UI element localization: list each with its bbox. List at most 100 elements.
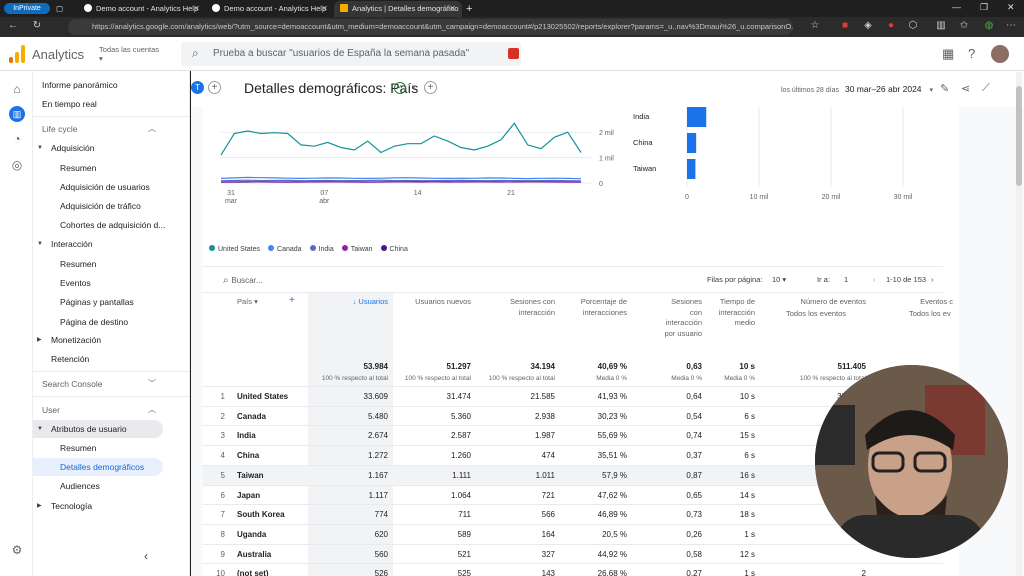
column-header[interactable]: Porcentaje de interacciones — [567, 297, 627, 318]
nav-atributos[interactable]: ▼ Atributos de usuario — [33, 420, 163, 438]
minimize-icon[interactable]: — — [952, 2, 961, 12]
column-header[interactable]: Eventos c — [893, 297, 953, 308]
settings-gear-icon[interactable]: ⚙ — [11, 543, 23, 557]
country-cell[interactable]: China — [237, 451, 260, 461]
add-icon[interactable]: + — [424, 81, 437, 94]
favorites-icon[interactable]: ✩ — [959, 20, 969, 31]
table-row[interactable]: 10 (not set) 526 525 143 26,68 % 0,27 1 s 2 — [203, 563, 943, 576]
tab-3-active[interactable]: Analytics | Detalles demográfico ✕ — [334, 1, 462, 17]
country-cell[interactable]: India — [237, 431, 256, 441]
help-icon[interactable]: ? — [968, 46, 976, 61]
home-icon[interactable]: ⌂ — [13, 82, 21, 96]
country-cell[interactable]: Uganda — [237, 529, 267, 539]
profile-icon[interactable]: ◍ — [984, 20, 994, 31]
column-header[interactable]: Tiempo de interacción medio — [710, 297, 755, 329]
scrollbar-track[interactable] — [1016, 72, 1022, 576]
nav-retencion[interactable]: Retención — [51, 354, 90, 364]
table-row[interactable]: 8 Uganda 620 589 164 20,5 % 0,26 1 s — [203, 523, 943, 544]
dropdown-arrow-icon[interactable]: ▾ — [412, 84, 416, 91]
table-row[interactable]: 9 Australia 560 521 327 44,92 % 0,58 12 s — [203, 543, 943, 564]
restore-icon[interactable]: ❐ — [980, 2, 989, 12]
rows-per-page-select[interactable]: 10 ▾ — [772, 275, 787, 284]
column-header[interactable]: Número de eventos — [786, 297, 866, 308]
table-row[interactable]: 6 Japan 1.117 1.064 721 47,62 % 0,65 14 s — [203, 484, 943, 505]
nav-int-resumen[interactable]: Resumen — [60, 259, 97, 269]
section-user[interactable]: User ︿ — [33, 401, 190, 419]
split-screen-icon[interactable]: ▥ — [936, 20, 946, 31]
legend-item[interactable]: China — [380, 245, 408, 253]
goto-input[interactable]: 1 — [844, 275, 849, 284]
tab-1[interactable]: Demo account - Analytics Help ✕ — [78, 1, 206, 17]
country-cell[interactable]: Australia — [237, 549, 272, 559]
date-range-picker[interactable]: los últimos 28 días 30 mar–26 abr 2024 ▾ — [781, 84, 933, 94]
nav-adquisicion[interactable]: ▼ Adquisición — [33, 139, 190, 157]
extension-icon[interactable]: ● — [887, 20, 895, 31]
close-icon[interactable]: ✕ — [193, 4, 200, 13]
table-row[interactable]: 5 Taiwan 1.167 1.111 1.011 57,9 % 0,87 16 s — [203, 464, 943, 485]
dimension-header[interactable]: País ▾ — [237, 297, 258, 306]
close-window-icon[interactable]: ✕ — [1007, 2, 1015, 12]
back-icon[interactable]: ← — [8, 20, 18, 31]
nav-adq-cohortes[interactable]: Cohortes de adquisición d... — [60, 220, 166, 230]
search-bar[interactable]: ⌕ Prueba a buscar "usuarios de España la… — [181, 42, 521, 66]
collapse-sidebar-icon[interactable]: ‹ — [144, 549, 148, 563]
account-selector[interactable]: Todas las cuentas ▾ — [99, 45, 159, 63]
close-icon[interactable]: ✕ — [449, 4, 456, 13]
address-bar[interactable]: https://analytics.google.com/analytics/w… — [68, 19, 793, 35]
nav-tecnologia[interactable]: ▶ Tecnología — [33, 497, 190, 515]
nav-int-eventos[interactable]: Eventos — [60, 278, 91, 288]
country-cell[interactable]: South Korea — [237, 510, 285, 520]
inprivate-badge[interactable]: InPrivate — [4, 3, 50, 14]
country-cell[interactable]: (not set) — [237, 569, 269, 576]
table-row[interactable]: 1 United States 33.609 31.474 21.585 41,93 % 0… — [203, 386, 943, 406]
add-comparison-icon[interactable]: + — [208, 81, 221, 94]
nav-audiences[interactable]: Audiences — [60, 481, 100, 491]
section-search-console[interactable]: Search Console ﹀ — [33, 375, 190, 393]
legend-item[interactable]: Canada — [268, 245, 302, 253]
nav-adq-trafico[interactable]: Adquisición de tráfico — [60, 201, 141, 211]
nav-adq-usuarios[interactable]: Adquisición de usuarios — [60, 182, 150, 192]
table-row[interactable]: 3 India 2.674 2.587 1.987 55,69 % 0,74 15 s — [203, 425, 943, 445]
check-circle-icon[interactable]: ✓ — [394, 82, 406, 94]
event-filter[interactable]: Todos los ev — [909, 309, 959, 320]
advertising-icon[interactable]: ◎ — [11, 158, 23, 172]
event-filter[interactable]: Todos los eventos — [786, 309, 866, 320]
country-cell[interactable]: Canada — [237, 411, 266, 421]
insights-icon[interactable]: ⟋ — [982, 82, 990, 94]
tab-2[interactable]: Demo account - Analytics Help ✕ — [206, 1, 334, 17]
nav-informe-panoramico[interactable]: Informe panorámico — [42, 80, 118, 90]
country-cell[interactable]: Taiwan — [237, 470, 264, 480]
extension-icon[interactable]: ⬡ — [908, 20, 918, 31]
extension-icon[interactable]: ■ — [841, 20, 849, 31]
reload-icon[interactable]: ↻ — [32, 20, 42, 31]
legend-item[interactable]: Taiwan — [341, 245, 373, 253]
nav-tiempo-real[interactable]: En tiempo real — [42, 99, 97, 109]
avatar[interactable] — [991, 45, 1009, 63]
nav-detalles-demograficos[interactable]: Detalles demográficos — [33, 458, 163, 476]
close-icon[interactable]: ✕ — [321, 4, 328, 13]
legend-item[interactable]: United States — [209, 245, 260, 253]
extension-icon[interactable]: ◈ — [864, 20, 872, 31]
more-menu-icon[interactable]: ⋯ — [1006, 20, 1016, 31]
tab-actions-icon[interactable]: ▢ — [56, 4, 64, 13]
table-search[interactable]: ⌕ Buscar... — [223, 275, 263, 286]
table-row[interactable]: 7 South Korea 774 711 566 46,89 % 0,73 18 s — [203, 504, 943, 524]
country-cell[interactable]: Japan — [237, 490, 261, 500]
new-tab-icon[interactable]: + — [466, 3, 473, 15]
nav-int-destino[interactable]: Página de destino — [60, 317, 129, 327]
nav-interaccion[interactable]: ▼ Interacción — [33, 235, 190, 253]
prev-page-icon[interactable]: ‹ — [873, 275, 876, 284]
apps-grid-icon[interactable]: ▦ — [942, 46, 955, 61]
share-icon[interactable]: ⋖ — [961, 83, 971, 95]
section-life-cycle[interactable]: Life cycle ︿ — [33, 120, 190, 138]
table-row[interactable]: 4 China 1.272 1.260 474 35,51 % 0,37 6 s — [203, 445, 943, 465]
column-header[interactable]: Sesiones con interacción — [485, 297, 555, 318]
country-cell[interactable]: United States — [237, 392, 289, 401]
legend-item[interactable]: India — [309, 245, 334, 253]
nav-monetizacion[interactable]: ▶ Monetización — [33, 331, 190, 349]
add-dimension-icon[interactable]: + — [289, 295, 295, 306]
edit-report-icon[interactable]: ✎ — [940, 83, 950, 95]
next-page-icon[interactable]: › — [931, 275, 934, 284]
column-header[interactable]: Usuarios nuevos — [401, 297, 471, 308]
favorite-star-icon[interactable]: ☆ — [810, 20, 820, 31]
